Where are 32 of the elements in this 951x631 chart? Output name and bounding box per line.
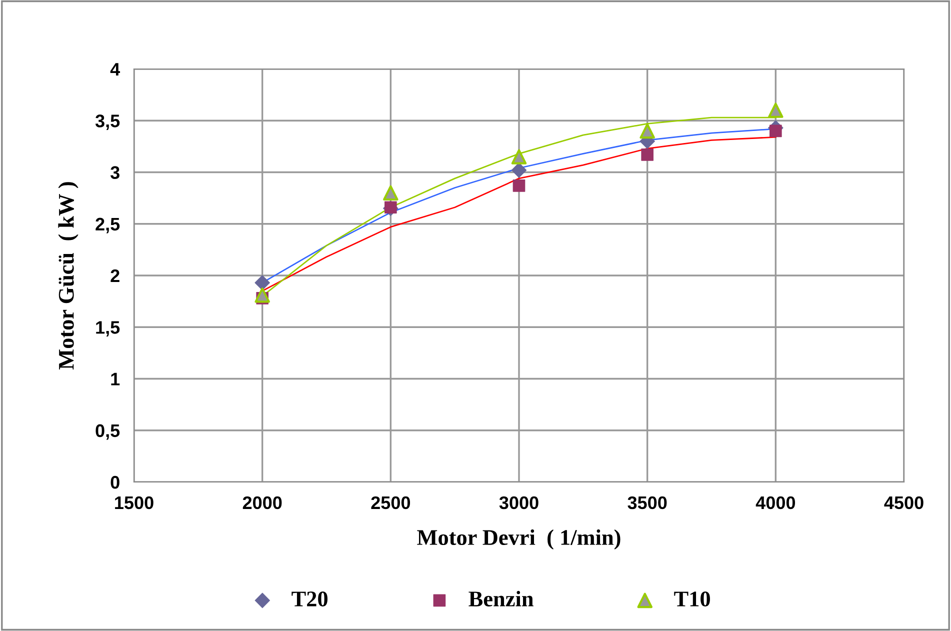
point — [254, 275, 270, 290]
x-axis-title: Motor Devri ( 1/min) — [417, 529, 620, 550]
point — [768, 102, 784, 118]
point — [641, 148, 654, 161]
x-tick-label: 4000 — [756, 496, 796, 510]
y-tick-label: 1 — [111, 372, 120, 386]
y-tick-label: 0,5 — [96, 424, 120, 440]
y-tick-label: 0 — [110, 476, 120, 489]
y-tick-label: 3 — [110, 166, 120, 179]
x-tick-label: 3500 — [628, 496, 667, 510]
point — [512, 180, 526, 192]
point — [383, 185, 398, 201]
x-tick-label: 4500 — [884, 496, 924, 510]
legend-label: T20 — [292, 591, 328, 606]
point — [254, 287, 270, 303]
point — [640, 123, 655, 139]
point — [511, 162, 527, 178]
x-tick-label: 2000 — [242, 496, 282, 510]
point — [511, 149, 527, 164]
y-tick-label: 2,5 — [96, 218, 120, 234]
x-tick-label: 2500 — [371, 496, 410, 510]
y-tick-label: 4 — [110, 63, 120, 76]
legend-label: T10 — [674, 591, 710, 606]
y-tick-label: 3,5 — [95, 114, 120, 130]
point — [384, 201, 397, 214]
y-tick-label: 1,5 — [96, 321, 120, 336]
x-tick-label: 3000 — [499, 496, 538, 510]
legend-label: Benzin — [468, 590, 534, 606]
x-tick-label: 1500 — [115, 496, 154, 510]
y-axis-title: Motor Gücü ( kW ) — [58, 182, 78, 370]
y-tick-label: 2 — [110, 269, 120, 282]
point — [770, 124, 782, 138]
